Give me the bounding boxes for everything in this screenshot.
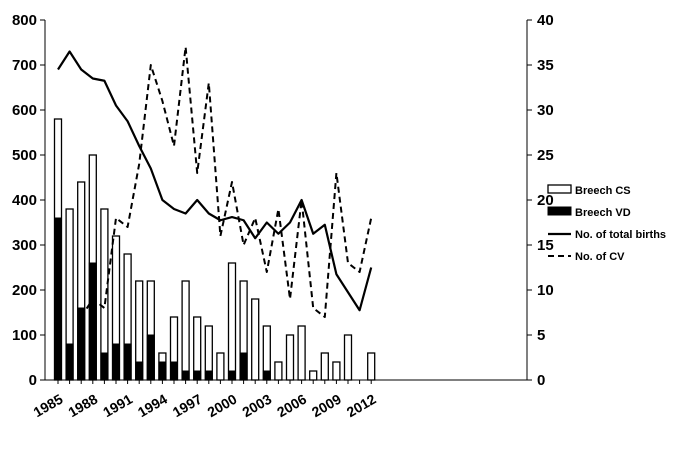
- legend-label: Breech VD: [575, 207, 631, 219]
- breech-cs-bar: [367, 352, 376, 381]
- legend-label: No. of total births: [575, 229, 666, 241]
- breech-vd-bar: [193, 370, 202, 381]
- breech-cs-bar: [227, 262, 237, 381]
- y-tick-label: 100: [12, 327, 37, 344]
- breech-vd-bar: [146, 334, 155, 381]
- breech-cs-bar: [216, 352, 225, 381]
- breech-vd-bar: [204, 370, 213, 381]
- breech-vd-bar: [170, 361, 178, 381]
- x-tick-label: 1997: [170, 391, 205, 421]
- breech-cs-bar: [343, 334, 353, 381]
- y2-tick-label: 35: [537, 57, 554, 74]
- y2-tick-label: 0: [537, 372, 545, 389]
- y-tick-label: 300: [12, 237, 37, 254]
- y2-tick-label: 40: [537, 12, 554, 29]
- y2-tick-label: 5: [537, 327, 545, 344]
- y2-tick-label: 30: [537, 102, 554, 119]
- breech-vd-bar: [88, 262, 97, 381]
- total-births-line: [57, 50, 373, 312]
- y-tick-label: 500: [12, 147, 37, 164]
- y2-tick-label: 15: [537, 237, 554, 254]
- y2-tick-label: 10: [537, 282, 554, 299]
- y-tick-label: 800: [12, 12, 37, 29]
- breech-vd-bar: [158, 361, 167, 381]
- breech-cs-bar: [320, 352, 329, 381]
- legend-label: Breech CS: [575, 185, 631, 197]
- legend-swatch-breech-vd: [547, 206, 572, 216]
- y2-tick-label: 25: [537, 147, 554, 164]
- x-tick-label: 2012: [344, 391, 379, 421]
- x-tick-label: 2006: [274, 391, 309, 421]
- breech-vd-bar: [262, 370, 271, 381]
- y2-tick-label: 20: [537, 192, 554, 209]
- breech-vd-bar: [123, 343, 132, 381]
- breech-cs-bar: [285, 334, 295, 381]
- legend-label: No. of CV: [575, 251, 625, 263]
- x-tick-label: 1988: [65, 391, 100, 421]
- y-tick-label: 0: [29, 372, 37, 389]
- breech-cs-bar: [297, 325, 306, 381]
- cv-line: [80, 46, 373, 318]
- line-series: [57, 46, 373, 318]
- axes: [40, 19, 532, 384]
- breech-vd-bar: [77, 307, 86, 381]
- legend: Breech CS Breech VD No. of total births No.…: [547, 184, 666, 263]
- legend-swatch-breech-cs: [547, 184, 572, 194]
- breech-cs-bar: [332, 361, 341, 381]
- x-tick-label: 2000: [205, 391, 240, 421]
- breech-vd-bar: [239, 352, 248, 381]
- breech-cs-bar: [251, 298, 260, 381]
- breech-cs-bar: [309, 370, 318, 381]
- y-tick-label: 400: [12, 192, 37, 209]
- breech-cs-bar: [181, 280, 190, 381]
- x-tick-label: 2009: [309, 391, 344, 421]
- breech-vd-bars: [54, 217, 271, 381]
- x-tick-label: 1994: [135, 391, 170, 421]
- breech-vd-bar: [112, 343, 120, 381]
- breech-vd-bar: [100, 352, 109, 381]
- x-tick-label: 1985: [31, 391, 66, 421]
- x-tick-label: 2003: [239, 391, 274, 421]
- x-tick-label: 1991: [100, 391, 135, 421]
- y-tick-label: 600: [12, 102, 37, 119]
- y-tick-label: 700: [12, 57, 37, 74]
- breech-vd-bar: [135, 361, 144, 381]
- breech-vd-bar: [228, 370, 236, 381]
- y-tick-label: 200: [12, 282, 37, 299]
- breech-vd-bar: [65, 343, 74, 381]
- breech-vd-bar: [181, 370, 190, 381]
- breech-vd-bar: [54, 217, 62, 381]
- breech-cs-bar: [274, 361, 283, 381]
